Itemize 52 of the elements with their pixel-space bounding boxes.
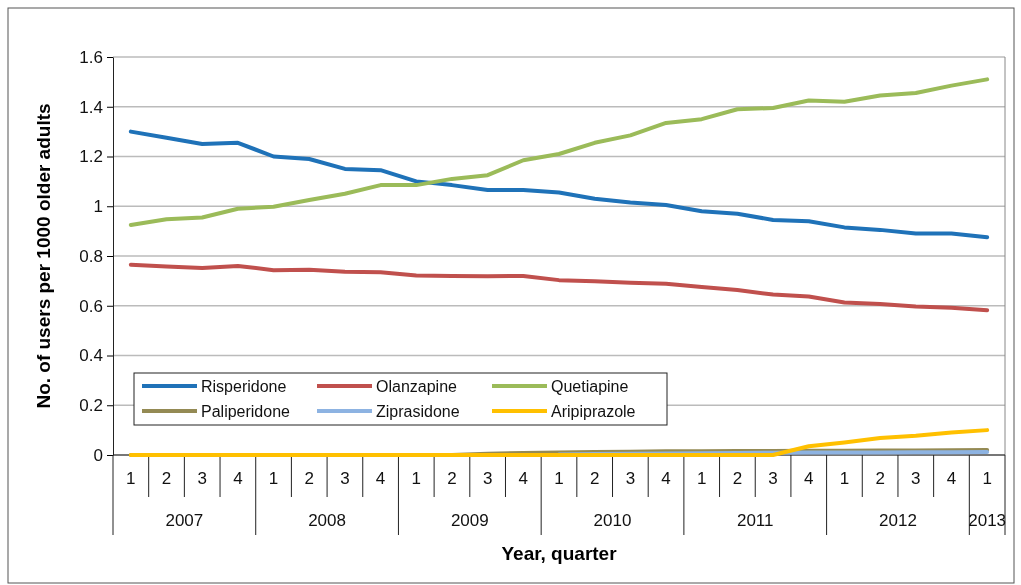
text: 2010 (593, 511, 632, 530)
y-tick-label: 1 (93, 197, 103, 217)
x-tick-label: 2 (589, 468, 600, 488)
y-tick-label: 0.6 (79, 296, 103, 316)
x-axis-title: Year, quarter (501, 543, 618, 564)
line-series (128, 129, 990, 240)
text: 2009 (450, 511, 489, 530)
x-tick-label: 2 (161, 468, 172, 488)
y-axis-title: No. of users per 1000 older adults (33, 103, 54, 409)
legend-label: Risperidone (201, 378, 287, 395)
y-tick-label: 0.8 (79, 246, 103, 266)
x-tick-label: 1 (839, 468, 850, 488)
x-tick-label: 1 (268, 468, 279, 488)
x-tick-label: 1 (126, 468, 136, 488)
line-series (128, 262, 990, 313)
x-tick-label: 3 (911, 468, 921, 488)
x-tick-label: 4 (233, 468, 243, 488)
y-tick-label: 1.4 (79, 97, 103, 117)
legend-label: Aripiprazole (551, 403, 636, 420)
y-tick-label: 1.6 (79, 47, 103, 67)
text: 2008 (308, 511, 346, 530)
x-tick-label: 4 (518, 468, 529, 488)
x-tick-label: 3 (482, 468, 493, 488)
y-tick-label: 0.4 (79, 346, 103, 366)
x-tick-label: 3 (768, 468, 778, 488)
y-tick-label: 0.2 (79, 396, 103, 416)
x-tick-label: 1 (411, 468, 422, 488)
text: 2012 (879, 511, 917, 530)
x-tick-label: 3 (625, 468, 636, 488)
legend-label: Quetiapine (551, 378, 629, 395)
x-tick-label: 3 (197, 468, 207, 488)
x-tick-label: 2 (732, 468, 743, 488)
text: 2011 (736, 511, 774, 530)
x-tick-label: 1 (554, 468, 564, 488)
x-tick-label: 4 (375, 468, 386, 488)
x-tick-label: 2 (304, 468, 314, 488)
line-series (128, 428, 990, 457)
x-tick-label: 4 (946, 468, 957, 488)
x-tick-label: 2 (447, 468, 457, 488)
x-tick-label: 3 (340, 468, 350, 488)
legend-label: Paliperidone (201, 403, 291, 420)
legend-label: Ziprasidone (376, 403, 460, 420)
x-tick-label: 4 (804, 468, 814, 488)
x-tick-label: 2 (875, 468, 885, 488)
y-tick-label: 1.2 (79, 147, 103, 167)
legend-label: Olanzapine (376, 378, 458, 395)
x-tick-label: 4 (661, 468, 671, 488)
text: 2007 (165, 511, 204, 530)
x-tick-label: 1 (982, 468, 992, 488)
y-tick-label: 0 (93, 445, 103, 465)
line-series (128, 77, 990, 227)
x-tick-label: 1 (696, 468, 707, 488)
